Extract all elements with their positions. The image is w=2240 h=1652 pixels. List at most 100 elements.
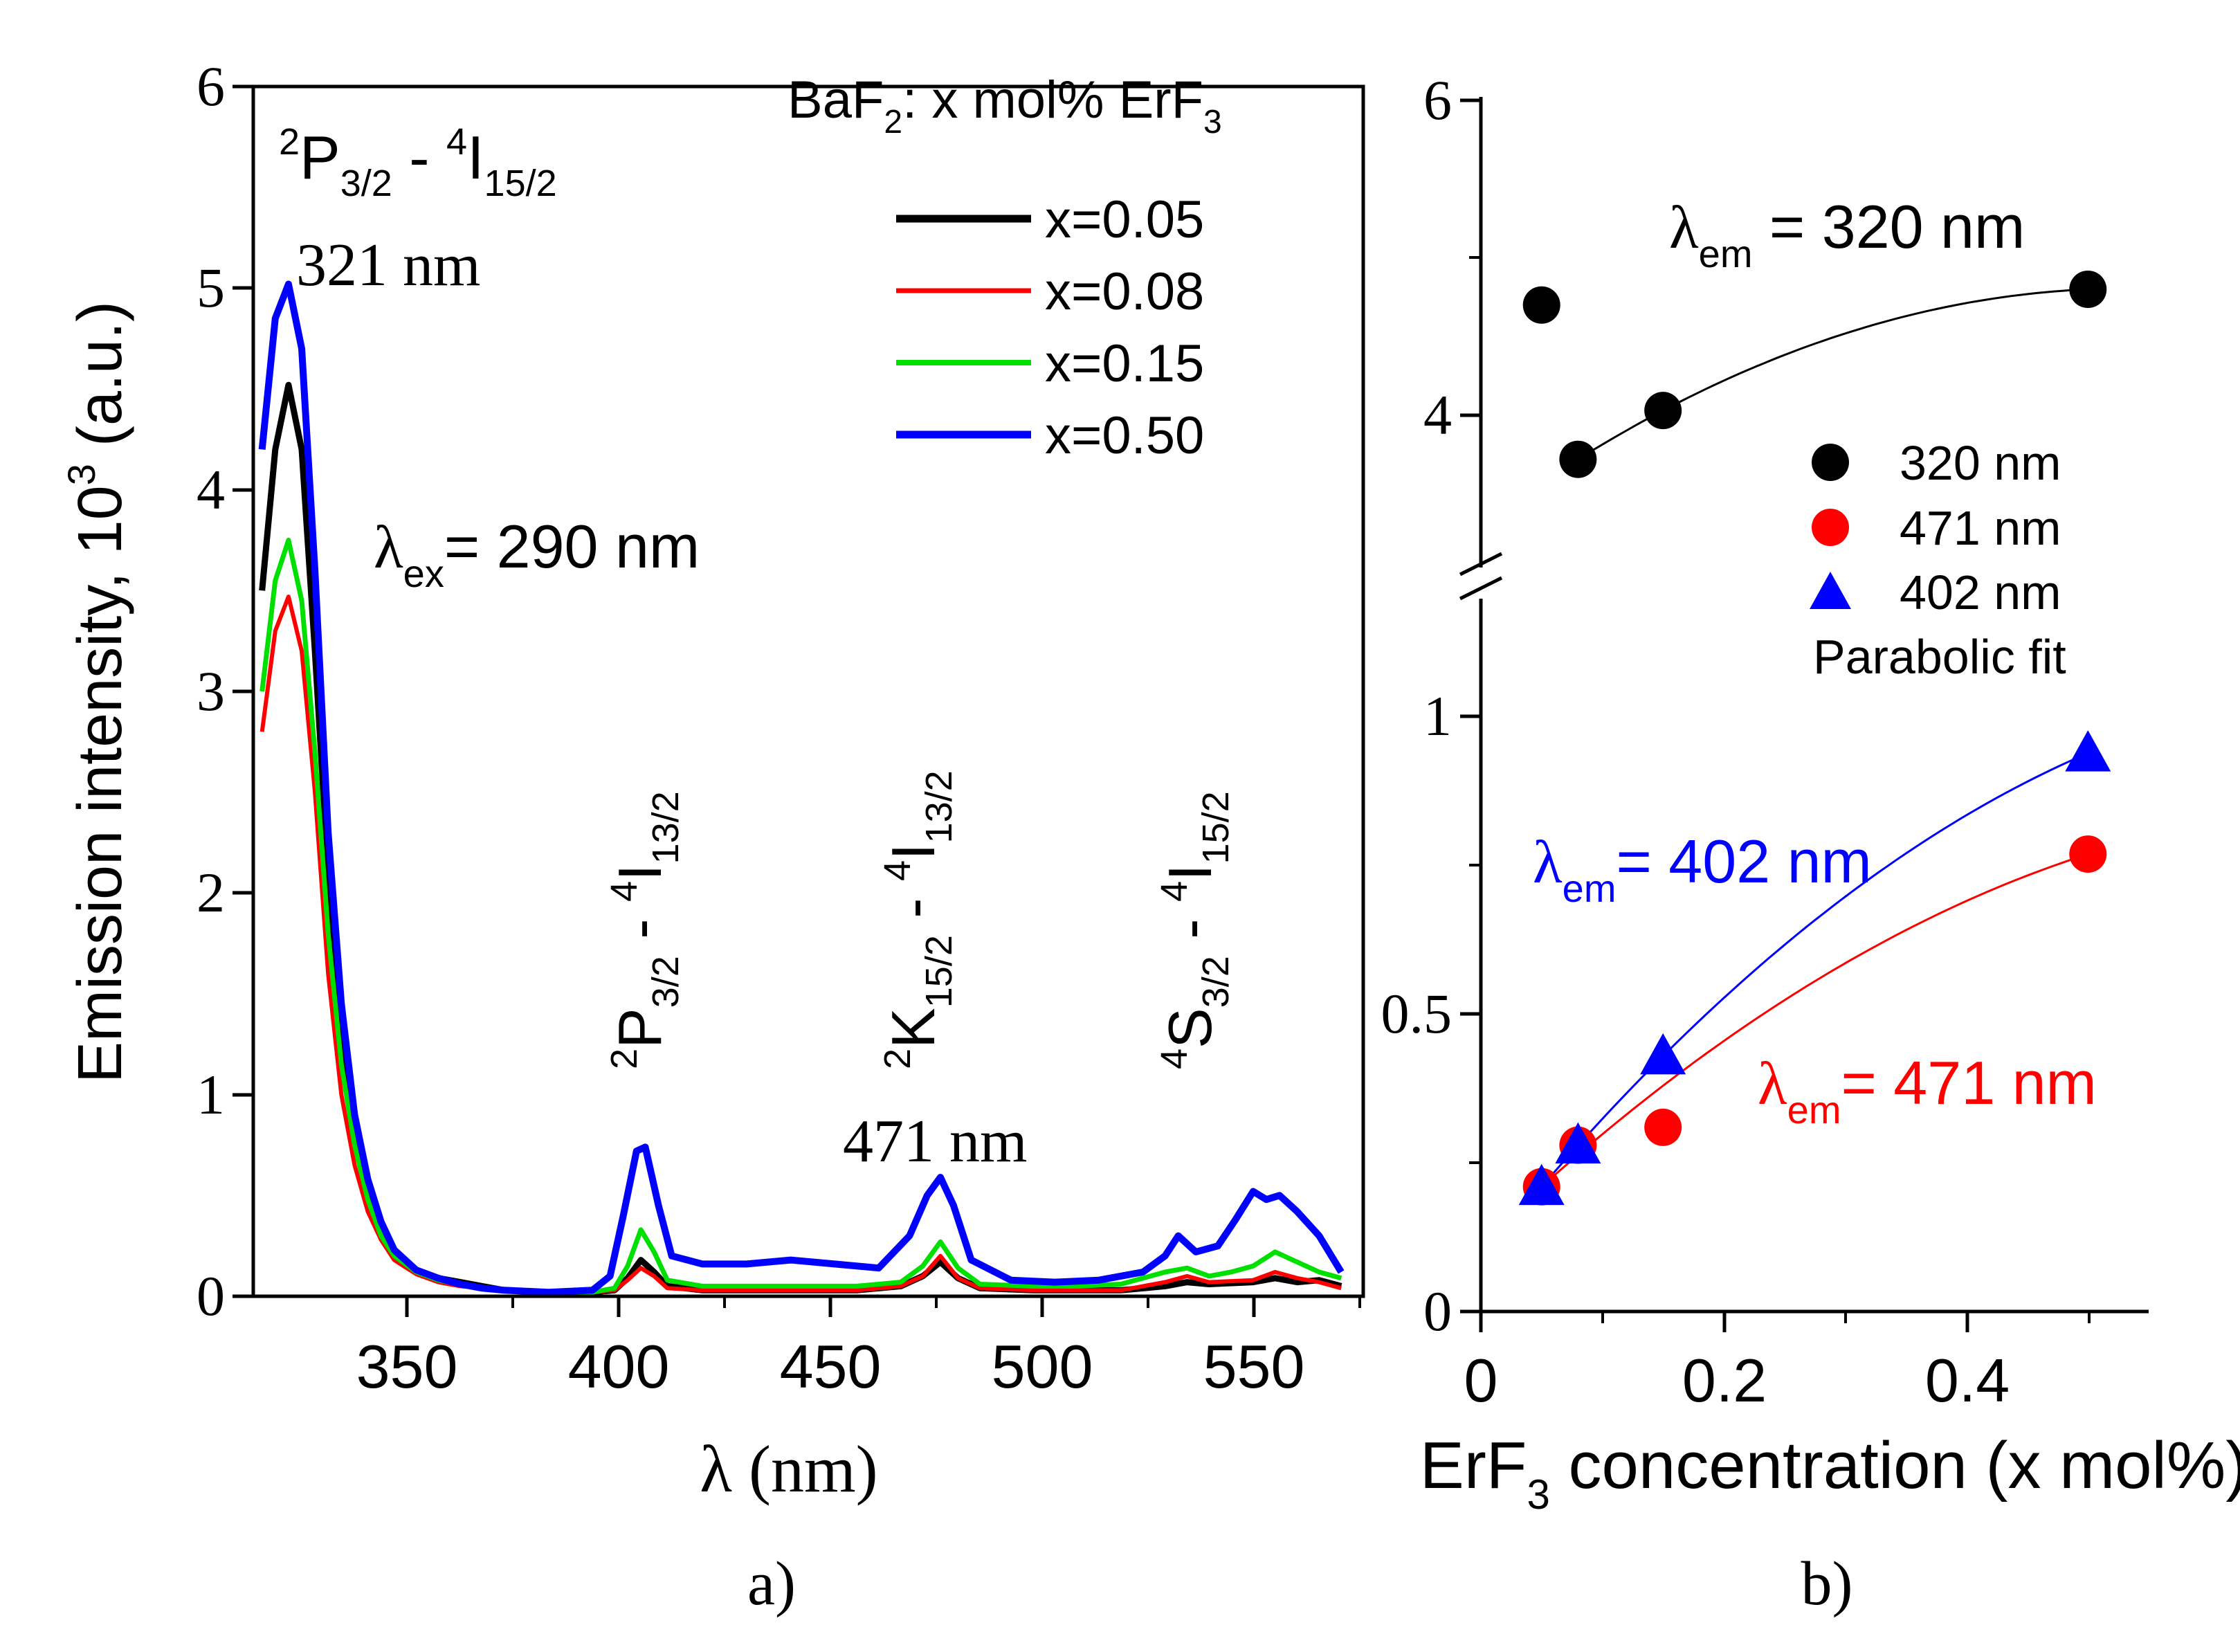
t1-a-sub: 3/2 (645, 956, 686, 1008)
ann0-sub: em (1699, 232, 1753, 275)
a-y-axis-title: Emission intensity, 103 (a.u.) (60, 301, 135, 1083)
b-point-402 nm (2065, 730, 2111, 772)
ann1-lambda: λ (1533, 829, 1563, 896)
a-ytick-label: 5 (197, 256, 225, 319)
b-legend-label-2: 402 nm (1900, 565, 2061, 619)
t2-a: K (879, 1008, 947, 1049)
a-ylabel-main: Emission intensity, 10 (66, 485, 135, 1083)
t1-a: P (605, 1008, 674, 1049)
b-point-320 nm (1522, 286, 1560, 324)
b-point-320 nm (1559, 440, 1597, 478)
a-xtick-label: 350 (356, 1332, 458, 1401)
b-fit-curve-402 nm (1540, 752, 2088, 1188)
t3-b-sup: 4 (1154, 881, 1195, 902)
t1-b-sup: 4 (603, 881, 645, 902)
panel-a-label: a) (747, 1550, 796, 1618)
a-legend-label-2: x=0.15 (1045, 334, 1204, 393)
a-legend-label-1: x=0.08 (1045, 262, 1204, 321)
t2-b-sup: 4 (877, 860, 918, 881)
a-title-sub: 2 (884, 104, 902, 140)
panel-a-x-ticks: 350 400 450 500 550 (356, 1296, 1361, 1401)
panel-b-concentration: 0 0.2 0.4 0 0.5 1 4 6 λem = 320 nm λem= … (1381, 69, 2240, 1618)
a-transition-label-1: 2P3/2 - 4I13/2 (603, 791, 686, 1069)
ex-lambda: λ (374, 514, 403, 581)
a-series-line-x=0.05 (259, 381, 1342, 1296)
a-series-line-x=0.50 (258, 280, 1345, 1296)
a-excitation-label: λex= 290 nm (374, 512, 700, 595)
t1-b: I (605, 864, 674, 880)
t1-a-sup: 2 (603, 1049, 645, 1069)
b-point-320 nm (1644, 392, 1682, 430)
t1-dash: - (605, 902, 674, 956)
t0-b: I (467, 123, 484, 192)
ann0-value: = 320 nm (1752, 192, 2025, 261)
t2-b: I (879, 843, 947, 860)
t0-a-sup: 2 (279, 121, 300, 163)
t0-a: P (300, 123, 340, 192)
a-ytick-label: 3 (197, 660, 225, 723)
b-ytick-label: 6 (1423, 69, 1452, 131)
a-x-axis-title: λ (nm) (700, 1432, 877, 1506)
t3-a-sub: 3/2 (1195, 956, 1237, 1008)
t3-a-sup: 4 (1154, 1049, 1195, 1069)
a-title-sub2: 3 (1203, 104, 1222, 140)
b-fit-curve-320 nm (1577, 288, 2088, 460)
ex-value: = 290 nm (444, 512, 700, 581)
b-point-471 nm (2069, 835, 2107, 873)
panel-a-legend: x=0.05 x=0.08 x=0.15 x=0.50 (896, 190, 1204, 465)
panel-a-y-ticks: 0 1 2 3 4 5 6 (197, 55, 253, 1327)
b-legend-label-0: 320 nm (1900, 436, 2061, 490)
a-transition-label-3: 4S3/2 - 4I15/2 (1154, 791, 1237, 1069)
b-point-402 nm (1555, 1122, 1601, 1164)
b-point-320 nm (2069, 271, 2107, 308)
b-point-402 nm (1640, 1033, 1686, 1075)
a-xtick-label: 550 (1203, 1332, 1305, 1401)
a-series-line-x=0.08 (259, 594, 1342, 1295)
panel-a-spectrum: 350 400 450 500 550 0 1 2 3 4 5 6 λ (nm)… (60, 55, 1365, 1618)
t0-b-sup: 4 (446, 121, 467, 163)
a-legend-label-3: x=0.50 (1045, 406, 1204, 465)
b-legend-label-1: 471 nm (1900, 501, 2061, 555)
a-ylabel-unit: (a.u.) (66, 301, 135, 464)
b-legend-marker-402 (1810, 572, 1851, 609)
a-title-rest: : x mol% ErF (902, 71, 1203, 129)
a-legend-title: BaF2: x mol% ErF3 (787, 71, 1222, 140)
t0-b-sub: 15/2 (484, 163, 557, 204)
a-ytick-label: 2 (197, 861, 225, 924)
b-xlabel-main: ErF (1420, 1428, 1527, 1503)
b-ytick-label: 0 (1423, 1280, 1452, 1343)
a-series-line-x=0.15 (259, 538, 1342, 1295)
t2-dash: - (879, 881, 947, 935)
a-xtick-label: 450 (780, 1332, 882, 1401)
a-transition-label-2: 2K15/2 - 4I13/2 (877, 770, 960, 1069)
a-peak-label-321: 321 nm (296, 232, 480, 299)
panel-b-label: b) (1801, 1550, 1853, 1618)
ann0-lambda: λ (1669, 194, 1699, 262)
b-xlabel-rest: concentration (x mol%) (1550, 1428, 2240, 1503)
ann1-value: = 402 nm (1616, 827, 1871, 896)
b-annotation-471: λem= 471 nm (1758, 1049, 2097, 1132)
t2-a-sub: 15/2 (918, 935, 960, 1008)
b-ytick-label: 1 (1423, 684, 1452, 747)
a-title-main: BaF (787, 71, 884, 129)
b-axis-break-icon (1459, 552, 1503, 601)
b-legend-marker-320 (1812, 444, 1849, 481)
panel-b-y-ticks: 0 0.5 1 4 6 (1381, 69, 1481, 1343)
panel-b-series-group (1518, 271, 2111, 1206)
t0-dash: - (392, 123, 446, 192)
ann1-sub: em (1563, 866, 1617, 910)
a-ylabel-sup: 3 (60, 464, 103, 485)
t3-b: I (1156, 864, 1224, 880)
t3-b-sub: 15/2 (1195, 791, 1237, 864)
a-xtick-label: 500 (992, 1332, 1093, 1401)
a-xtick-label: 400 (568, 1332, 670, 1401)
t0-a-sub: 3/2 (340, 163, 392, 204)
ann2-value: = 471 nm (1841, 1049, 2096, 1117)
ann2-lambda: λ (1758, 1051, 1787, 1118)
panel-b-x-ticks: 0 0.2 0.4 (1464, 1311, 2091, 1415)
ann2-sub: em (1787, 1088, 1841, 1132)
b-ytick-label: 4 (1423, 383, 1452, 446)
b-point-402 nm (1518, 1163, 1565, 1206)
a-ytick-label: 1 (197, 1063, 225, 1126)
